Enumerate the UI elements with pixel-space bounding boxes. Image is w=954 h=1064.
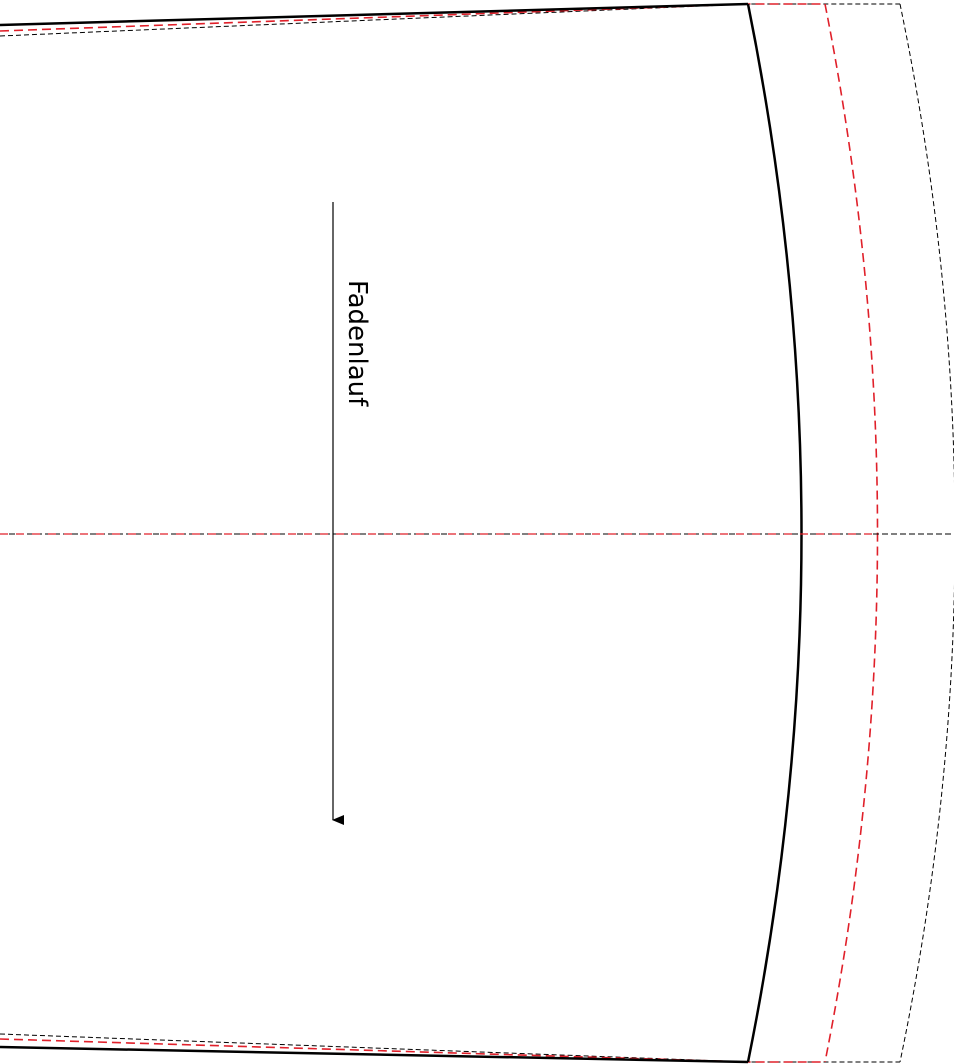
seam-allowance-outline <box>0 3 954 1063</box>
stitch-line-outline <box>0 3 879 1063</box>
grainline-label: Fadenlauf <box>342 280 372 407</box>
cut-line-top-edge <box>0 2 749 27</box>
seam-allowance-curve <box>899 3 954 1063</box>
cut-line-curve <box>746 3 803 1063</box>
stitch-line-top-edge <box>0 3 825 32</box>
cut-line-bottom-edge <box>0 1045 749 1064</box>
grainline: Fadenlauf <box>332 202 372 825</box>
cut-line-outline <box>0 2 803 1064</box>
seam-allowance-bottom-edge <box>0 1033 900 1063</box>
stitch-line-curve <box>824 3 879 1063</box>
